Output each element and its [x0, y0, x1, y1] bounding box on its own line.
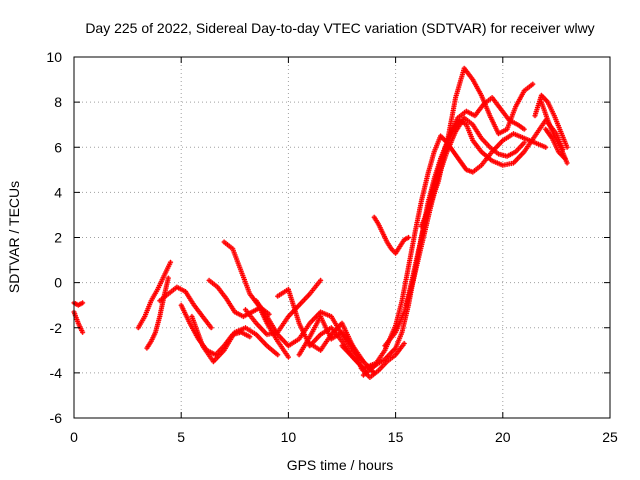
y-tick-label: 8	[54, 94, 62, 110]
axis-ticks	[73, 56, 611, 419]
y-tick-label: 10	[46, 49, 62, 65]
series-markers-track-3	[135, 259, 174, 331]
chart-title: Day 225 of 2022, Sidereal Day-to-day VTE…	[85, 20, 594, 36]
y-tick-label: -2	[50, 320, 63, 336]
x-tick-label: 10	[281, 429, 297, 445]
x-tick-label: 15	[388, 429, 404, 445]
series-line-track-15	[339, 117, 566, 371]
y-tick-label: 6	[54, 139, 62, 155]
x-tick-label: 5	[177, 429, 185, 445]
y-tick-label: 0	[54, 275, 62, 291]
series-markers-track-5	[157, 284, 214, 331]
data-series	[71, 65, 570, 380]
x-tick-label: 25	[602, 429, 618, 445]
y-tick-label: 2	[54, 230, 62, 246]
series-markers-track-18	[371, 214, 412, 256]
y-tick-label: -4	[50, 365, 63, 381]
y-tick-label: -6	[50, 410, 63, 426]
series-markers-track-7	[189, 313, 281, 365]
series-markers-track-20	[418, 65, 536, 229]
series-markers-track-23	[543, 126, 568, 162]
grid-lines	[74, 57, 610, 418]
x-tick-label: 20	[495, 429, 511, 445]
series-markers-track-21	[532, 92, 570, 150]
y-tick-label: 4	[54, 184, 62, 200]
x-axis-label: GPS time / hours	[287, 457, 394, 473]
y-axis-label: SDTVAR / TECUs	[6, 181, 22, 293]
series-markers-track-15	[339, 117, 566, 371]
x-tick-label: 0	[70, 429, 78, 445]
y-tick-labels: -6 -4 -2 0 2 4 6 8 10	[46, 49, 62, 426]
x-tick-labels: 0 5 10 15 20 25	[70, 429, 618, 445]
